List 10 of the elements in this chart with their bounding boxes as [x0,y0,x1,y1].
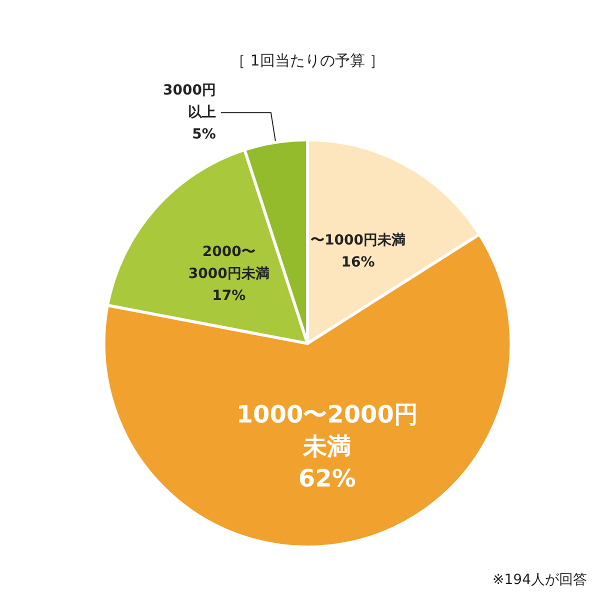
slice-label: 3000円以上 [162,82,216,121]
data-label: 16% [341,254,375,271]
data-label: 62% [298,464,356,492]
slice-label: 1000〜2000円未満 [236,400,418,460]
chart-title: ［ 1回当たりの予算 ］ [230,52,385,70]
slice-label: 〜1000円未満 [310,232,406,249]
data-label: 17% [212,288,246,304]
text: ※194人が回答 [492,572,587,588]
slice-label: 2000〜3000円未満 [188,244,270,282]
data-label: 5% [192,126,216,143]
